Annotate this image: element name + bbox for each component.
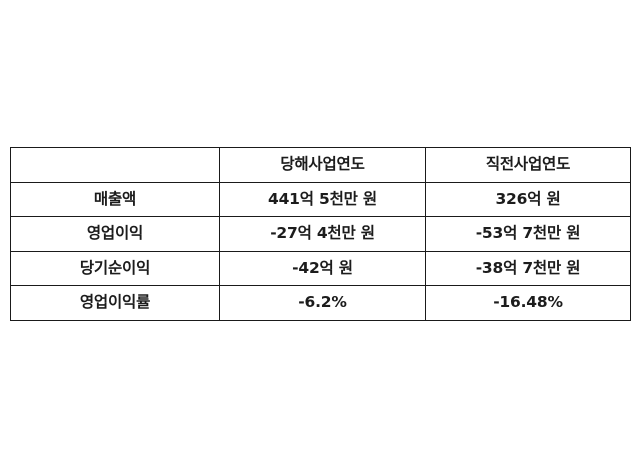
row-label-net-income: 당기순이익 xyxy=(10,250,220,286)
table-row: 영업이익률 -6.2% -16.48% xyxy=(10,285,631,321)
row-label-operating-profit: 영업이익 xyxy=(10,216,220,252)
table-header: 당해사업연도 직전사업연도 xyxy=(10,147,631,183)
financial-table-container: 당해사업연도 직전사업연도 매출액 441억 5천만 원 326억 원 영업이익… xyxy=(10,147,631,321)
table-row: 영업이익 -27억 4천만 원 -53억 7천만 원 xyxy=(10,216,631,252)
row-label-revenue: 매출액 xyxy=(10,181,220,217)
table-body: 매출액 441억 5천만 원 326억 원 영업이익 -27억 4천만 원 -5… xyxy=(10,181,631,321)
table-row: 당기순이익 -42억 원 -38억 7천만 원 xyxy=(10,250,631,286)
cell-operating-margin-current: -6.2% xyxy=(219,285,426,321)
cell-operating-profit-prior: -53억 7천만 원 xyxy=(425,216,631,252)
cell-net-income-prior: -38억 7천만 원 xyxy=(425,250,631,286)
column-header-current-year: 당해사업연도 xyxy=(219,147,426,183)
table-header-row: 당해사업연도 직전사업연도 xyxy=(10,147,631,183)
cell-operating-profit-current: -27억 4천만 원 xyxy=(219,216,426,252)
cell-revenue-current: 441억 5천만 원 xyxy=(219,181,426,217)
cell-revenue-prior: 326억 원 xyxy=(425,181,631,217)
financial-comparison-table: 당해사업연도 직전사업연도 매출액 441억 5천만 원 326억 원 영업이익… xyxy=(10,147,631,321)
cell-operating-margin-prior: -16.48% xyxy=(425,285,631,321)
cell-net-income-current: -42억 원 xyxy=(219,250,426,286)
row-label-operating-margin: 영업이익률 xyxy=(10,285,220,321)
table-row: 매출액 441억 5천만 원 326억 원 xyxy=(10,181,631,217)
column-header-prior-year: 직전사업연도 xyxy=(425,147,631,183)
table-corner-cell xyxy=(10,147,220,183)
